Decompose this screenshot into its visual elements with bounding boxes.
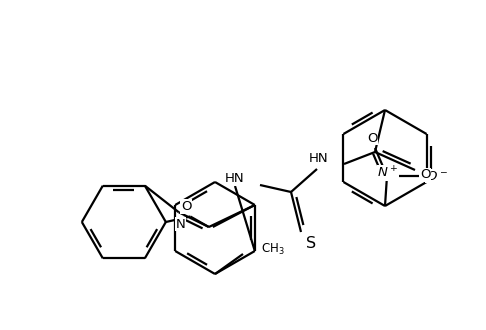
Text: $O^-$: $O^-$ [426, 170, 448, 182]
Text: HN: HN [225, 173, 244, 185]
Text: S: S [306, 237, 316, 251]
Text: O: O [420, 169, 430, 182]
Text: O: O [181, 200, 191, 213]
Text: N: N [176, 218, 186, 231]
Text: $N^+$: $N^+$ [377, 165, 399, 181]
Text: CH$_3$: CH$_3$ [261, 242, 285, 256]
Text: O: O [367, 131, 377, 145]
Text: HN: HN [309, 152, 328, 166]
